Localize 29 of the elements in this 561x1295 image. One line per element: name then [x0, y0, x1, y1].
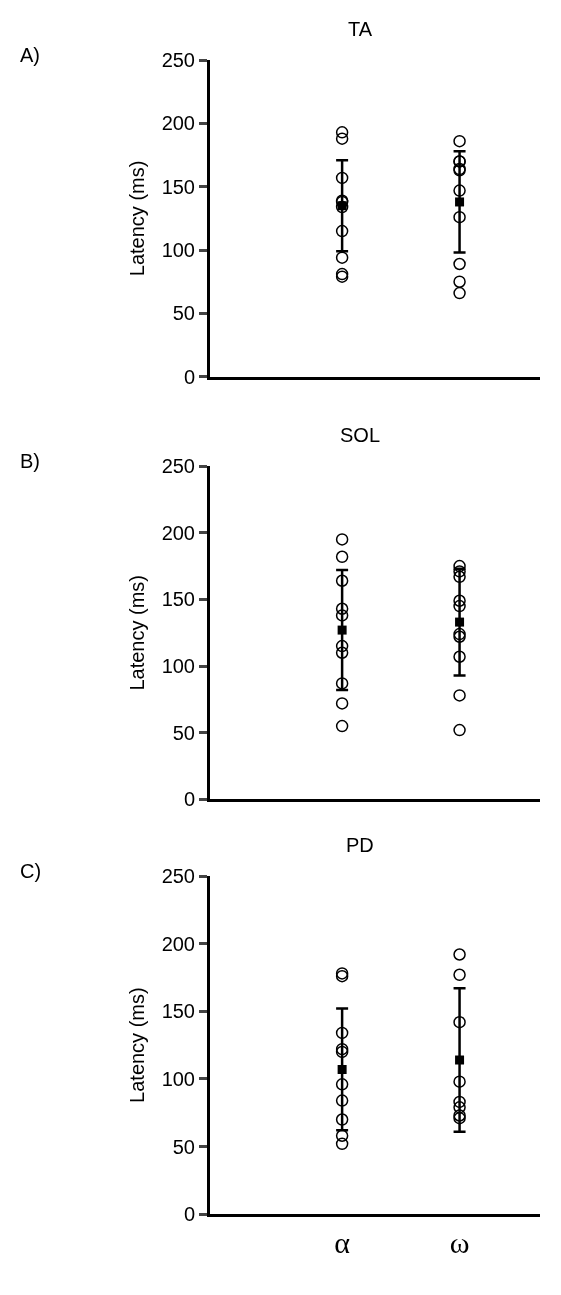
y-tick-label: 0 — [183, 788, 195, 811]
y-tick-label: 150 — [161, 1000, 195, 1023]
y-tick-label: 250 — [161, 455, 195, 478]
y-tick-label: 100 — [161, 655, 195, 678]
y-tick-label: 50 — [172, 1135, 195, 1158]
text: B) — [20, 450, 40, 472]
y-tick-label: 50 — [172, 721, 195, 744]
y-tick-label: 100 — [161, 239, 195, 262]
y-tick-label: 150 — [161, 588, 195, 611]
y-tick-label: 50 — [172, 302, 195, 325]
y-tick-label: 200 — [161, 521, 195, 544]
y-axis-title: Latency (ms) — [126, 160, 149, 277]
y-tick-label: 150 — [161, 175, 195, 198]
chart-title: SOL — [340, 424, 381, 446]
y-tick-label: 0 — [183, 365, 195, 388]
text: C) — [20, 860, 42, 882]
y-tick-label: 250 — [161, 49, 195, 72]
y-tick-label: 100 — [161, 1067, 195, 1090]
y-tick-label: 200 — [161, 112, 195, 135]
chart-title: TA — [348, 18, 373, 40]
chart-title: PD — [346, 834, 374, 856]
y-axis-title: Latency (ms) — [126, 574, 149, 691]
y-axis-title: Latency (ms) — [126, 987, 149, 1103]
y-tick-label: 200 — [161, 932, 195, 955]
text: A) — [20, 44, 40, 66]
x-tick-label: ω — [449, 1226, 470, 1260]
y-tick-label: 250 — [161, 865, 195, 888]
x-tick-label: α — [334, 1226, 351, 1260]
y-tick-label: 0 — [183, 1203, 195, 1226]
